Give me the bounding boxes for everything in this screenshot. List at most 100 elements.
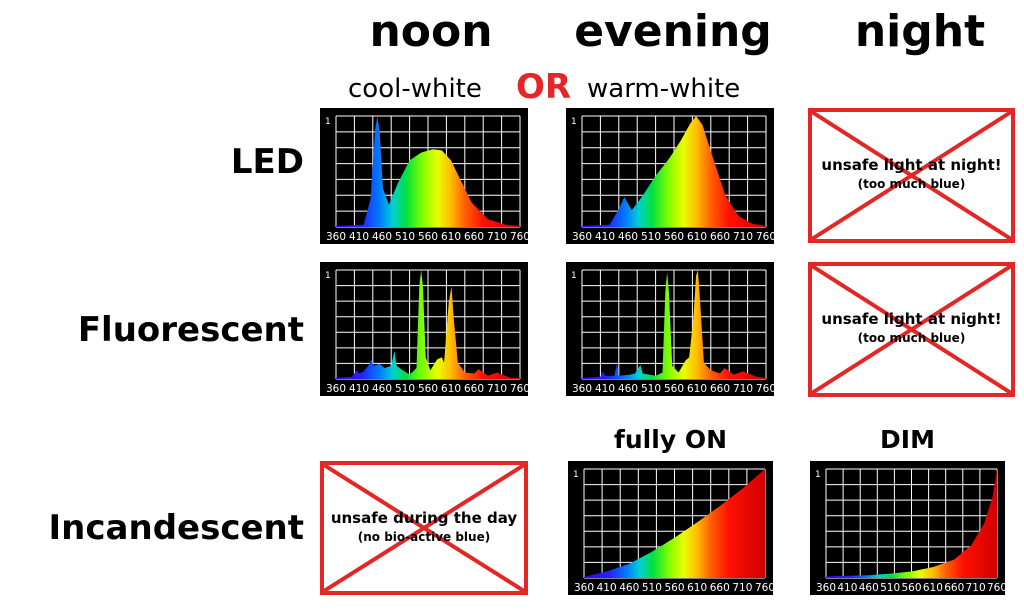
x-tick-label: 510 [642,582,662,594]
spectrum-led-cool: 1 360 410 460 510 560 610 660 710 760 [320,108,528,244]
x-tick-label: 560 [418,231,438,243]
x-tick-label: 610 [441,383,461,395]
x-tick-label: 660 [710,231,730,243]
y-tick-label: 1 [571,117,577,127]
x-tick-label: 510 [395,231,415,243]
warning-box-fluorescent-night: unsafe light at night! (too much blue) [808,262,1015,397]
spectrum-area [826,469,997,578]
warning-line-2: (too much blue) [857,177,966,191]
x-tick-label: 760 [755,582,773,594]
spectrum-svg: 1 360 410 460 510 560 610 660 710 760 [573,468,773,594]
x-tick-label: 460 [372,231,392,243]
spectrum-led-warm: 1 360 410 460 510 560 610 660 710 760 [566,108,774,244]
x-tick-label: 410 [595,231,615,243]
x-tick-label: 760 [510,231,528,243]
warning-line-1: unsafe during the day [330,509,518,527]
warning-text: unsafe light at night! (too much blue) [812,156,1011,191]
x-tick-label: 710 [733,383,753,395]
x-tick-label: 660 [464,231,484,243]
x-tick-label: 710 [487,231,507,243]
x-tick-label: 510 [641,231,661,243]
x-tick-label: 660 [944,582,964,594]
spectrum-svg: 1 360 410 460 510 560 610 660 710 760 [571,269,774,395]
y-tick-label: 1 [325,271,331,281]
x-tick-label: 610 [441,231,461,243]
red-cross-icon [812,266,1011,393]
y-tick-label: 1 [325,117,331,127]
x-tick-label: 760 [756,383,774,395]
x-tick-label: 760 [510,383,528,395]
column-header-evening: evening [574,6,772,57]
x-tick-label: 660 [464,383,484,395]
x-tick-label: 360 [572,231,592,243]
x-tick-label: 410 [595,383,615,395]
x-tick-label: 710 [732,582,752,594]
x-tick-label: 460 [618,231,638,243]
x-tick-label: 610 [687,231,707,243]
warning-text: unsafe during the day (no bio-active blu… [324,509,524,544]
x-tick-label: 560 [664,582,684,594]
y-tick-label: 1 [571,271,577,281]
x-tick-label: 560 [664,383,684,395]
row-label-fluorescent: Fluorescent [77,310,304,350]
x-tick-label: 610 [687,582,707,594]
x-tick-label: 410 [349,383,369,395]
spectrum-svg: 1 360 410 460 510 560 610 660 710 760 [325,115,528,243]
subhead-cool-white: cool-white [348,74,482,104]
red-cross-icon [812,112,1011,239]
x-tick-label: 360 [572,383,592,395]
spectrum-area [336,116,520,227]
row-label-led: LED [230,142,304,182]
spectrum-svg: 1 360 410 460 510 560 610 660 710 760 [571,115,774,243]
caption-fully-on: fully ON [614,425,727,454]
warning-line-2: (too much blue) [857,331,966,345]
x-tick-label: 410 [837,582,857,594]
x-tick-label: 510 [641,383,661,395]
x-tick-label: 410 [349,231,369,243]
y-tick-label: 1 [573,470,579,480]
subhead-warm-white: warm-white [587,74,741,104]
spectrum-incandescent-dim: 1 360 410 460 510 560 610 660 710 760 [810,461,1005,595]
x-tick-label: 460 [618,383,638,395]
x-tick-label: 660 [710,582,730,594]
x-tick-label: 510 [395,383,415,395]
warning-line-2: (no bio-active blue) [357,530,491,544]
spectrum-fluorescent-cool: 1 360 410 460 510 560 610 660 710 760 [320,262,528,396]
x-tick-label: 460 [859,582,879,594]
x-tick-label: 710 [487,383,507,395]
x-tick-label: 710 [733,231,753,243]
x-tick-label: 560 [418,383,438,395]
spectrum-svg: 1 360 410 460 510 560 610 660 710 760 [815,468,1005,594]
x-tick-label: 410 [597,582,617,594]
x-tick-label: 610 [923,582,943,594]
spectrum-area [584,469,765,578]
column-header-night: night [854,6,986,57]
y-tick-label: 1 [815,470,821,480]
x-tick-label: 760 [987,582,1005,594]
warning-line-1: unsafe light at night! [821,310,1002,328]
warning-box-incandescent-day: unsafe during the day (no bio-active blu… [320,461,528,595]
caption-dim: DIM [880,425,935,454]
spectrum-area [582,116,766,227]
x-tick-label: 560 [664,231,684,243]
x-tick-label: 360 [574,582,594,594]
spectrum-fluorescent-warm: 1 360 410 460 510 560 610 660 710 760 [566,262,774,396]
row-label-incandescent: Incandescent [48,508,304,548]
x-tick-label: 660 [710,383,730,395]
warning-text: unsafe light at night! (too much blue) [812,310,1011,345]
x-tick-label: 460 [619,582,639,594]
x-tick-label: 760 [756,231,774,243]
warning-box-led-night: unsafe light at night! (too much blue) [808,108,1015,243]
red-cross-icon [324,465,524,591]
spectrum-incandescent-fully-on: 1 360 410 460 510 560 610 660 710 760 [568,461,773,595]
x-tick-label: 610 [687,383,707,395]
warning-line-1: unsafe light at night! [821,156,1002,174]
x-tick-label: 360 [326,231,346,243]
x-tick-label: 460 [372,383,392,395]
spectrum-svg: 1 360 410 460 510 560 610 660 710 760 [325,269,528,395]
x-tick-label: 360 [816,582,836,594]
x-tick-label: 360 [326,383,346,395]
subhead-or: OR [516,67,572,107]
column-header-noon: noon [369,6,493,57]
x-tick-label: 560 [901,582,921,594]
